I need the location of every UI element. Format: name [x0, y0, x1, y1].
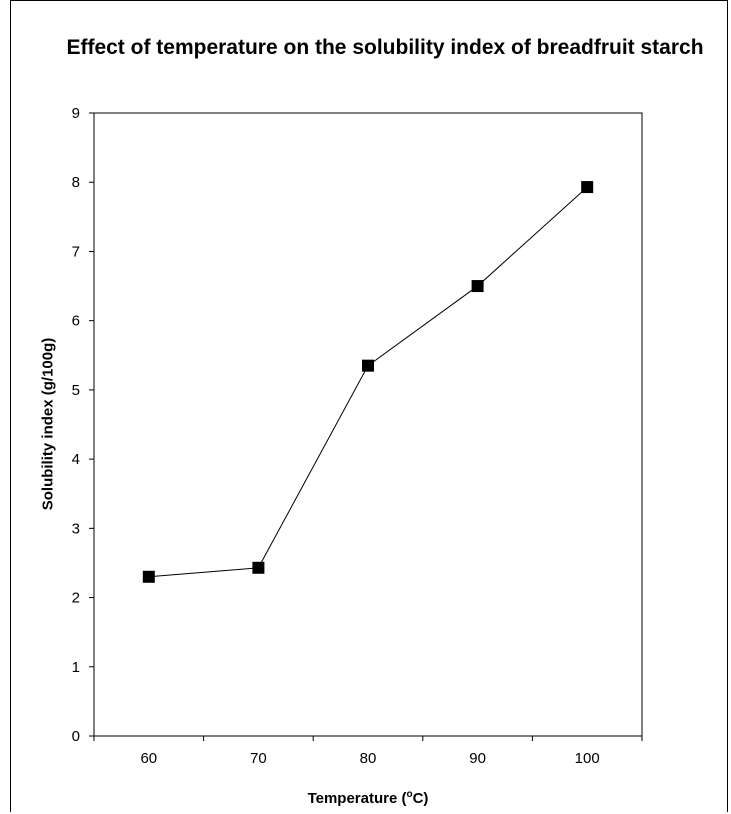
y-tick-label-1: 1 — [72, 659, 80, 676]
y-tick-label-2: 2 — [72, 590, 80, 607]
x-axis-label-degree: o — [406, 789, 413, 800]
data-point-80 — [362, 359, 374, 372]
series-markers — [142, 181, 594, 583]
y-axis-ticks: 0 1 2 3 4 5 6 7 8 9 — [72, 105, 94, 745]
series-line — [148, 186, 588, 578]
x-axis-ticks: 60 70 80 90 100 — [93, 736, 643, 767]
x-tick-label-90: 90 — [469, 750, 486, 767]
data-point-100 — [581, 181, 594, 194]
y-tick-label-8: 8 — [72, 174, 80, 191]
x-axis-label-prefix: Temperature ( — [307, 790, 407, 807]
x-tick-label-80: 80 — [360, 750, 377, 767]
chart-frame — [10, 0, 728, 812]
x-tick-label-100: 100 — [575, 750, 600, 767]
x-axis-label-suffix: C) — [412, 790, 429, 807]
data-point-60 — [142, 570, 155, 583]
plot-border — [93, 112, 643, 737]
data-point-90 — [471, 280, 484, 293]
x-tick-label-60: 60 — [140, 750, 157, 767]
y-tick-label-4: 4 — [72, 451, 80, 468]
x-axis-label: Temperature (oC) — [308, 789, 429, 807]
y-tick-label-9: 9 — [72, 105, 80, 122]
x-tick-label-70: 70 — [250, 750, 267, 767]
y-tick-label-6: 6 — [72, 313, 80, 330]
y-tick-label-0: 0 — [72, 728, 80, 745]
data-point-70 — [252, 561, 265, 574]
y-tick-label-7: 7 — [72, 243, 80, 260]
chart-title: Effect of temperature on the solubility … — [66, 36, 704, 59]
y-tick-label-3: 3 — [72, 520, 80, 537]
y-tick-label-5: 5 — [72, 382, 80, 399]
